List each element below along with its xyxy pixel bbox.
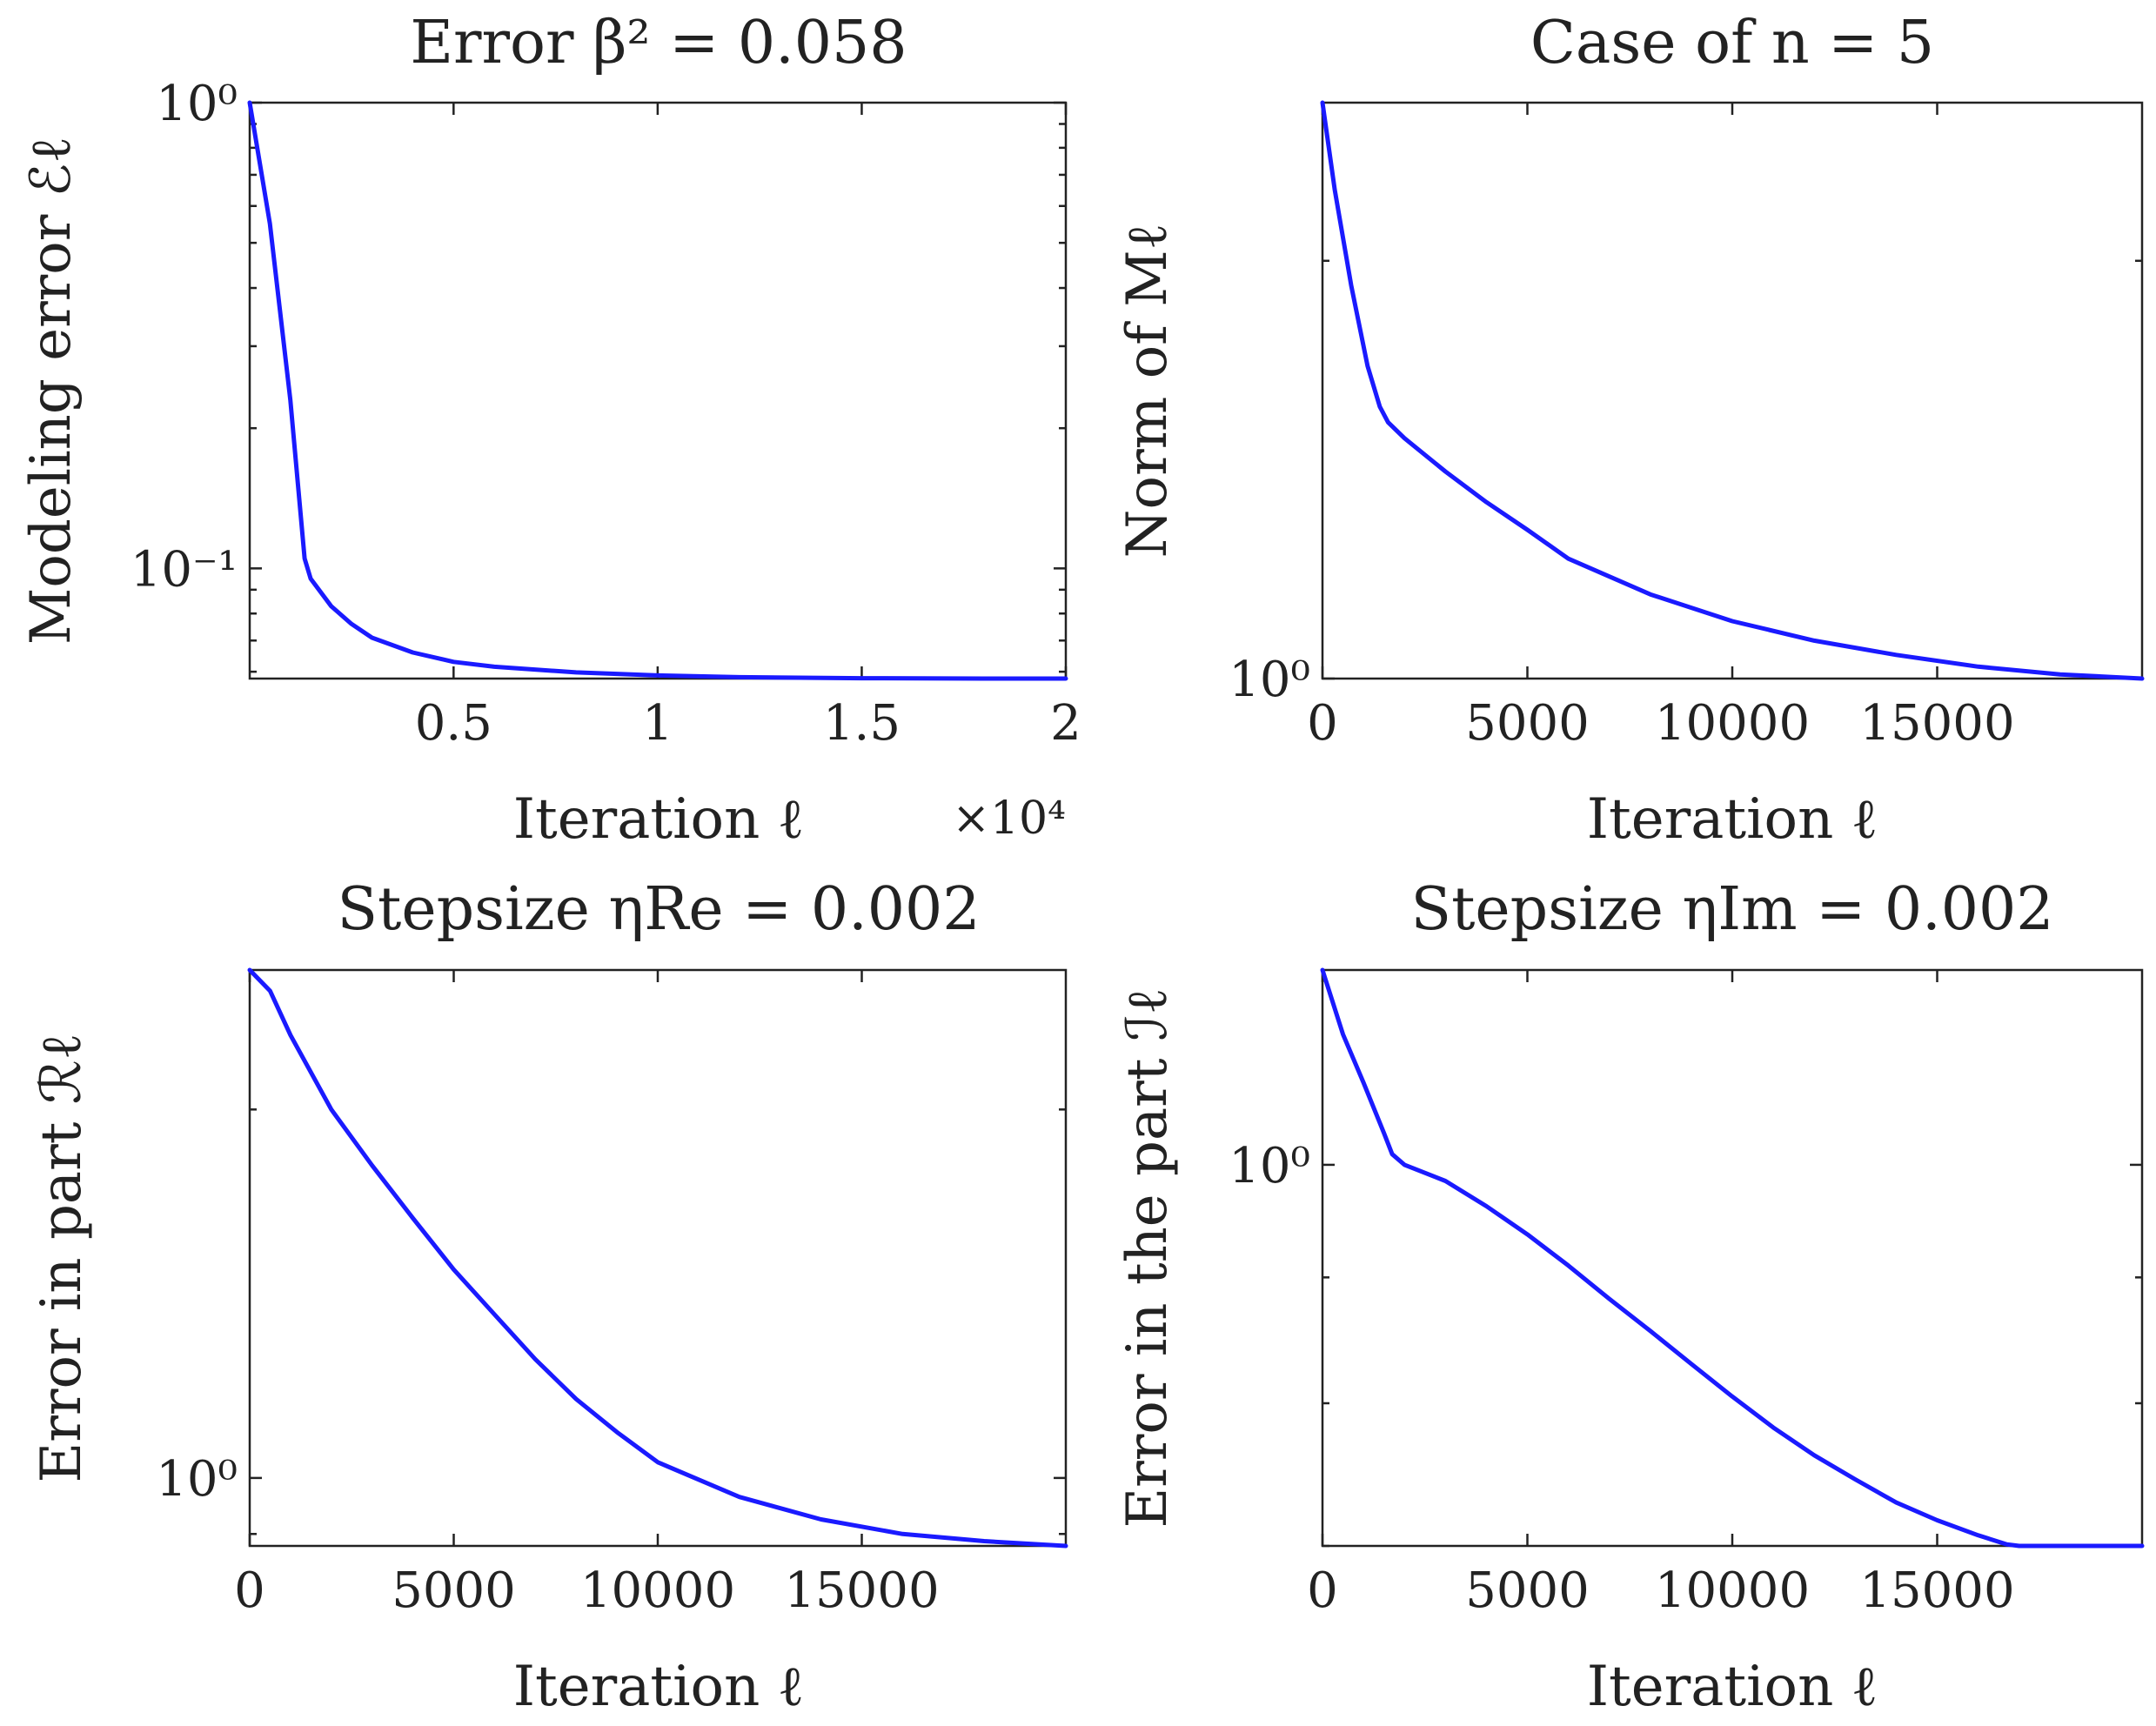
x-tick-label: 15000 bbox=[1859, 1562, 2014, 1619]
y-axis-label: Norm of Mℓ bbox=[1115, 224, 1180, 559]
panel-title: Stepsize ηRe = 0.002 bbox=[337, 875, 980, 944]
x-tick-label: 10000 bbox=[1655, 695, 1810, 752]
x-tick-label: 10000 bbox=[1655, 1562, 1810, 1619]
x-tick-label: 0.5 bbox=[415, 695, 492, 752]
tick-group: 0 5000 10000 15000 10⁰ bbox=[156, 970, 1066, 1619]
panel-title: Case of n = 5 bbox=[1530, 9, 1934, 77]
series-line-modeling-error bbox=[247, 100, 1068, 681]
tick-group: 0 5000 10000 15000 10⁰ bbox=[1229, 970, 2142, 1619]
x-axis-multiplier: ×10⁴ bbox=[952, 793, 1066, 845]
panel-title: Stepsize ηIm = 0.002 bbox=[1411, 875, 2054, 944]
panel-modeling-error: Error β² = 0.058 Modeling error ℰℓ Itera… bbox=[19, 9, 1081, 852]
x-tick-label: 5000 bbox=[1465, 1562, 1590, 1619]
x-tick-label: 5000 bbox=[392, 1562, 516, 1619]
panel-imaginary-part-error: Stepsize ηIm = 0.002 Error in the part ℐ… bbox=[1115, 875, 2145, 1719]
y-tick-label: 10⁰ bbox=[156, 1451, 238, 1508]
x-axis-label: Iteration ℓ bbox=[513, 787, 805, 852]
x-tick-label: 0 bbox=[1307, 695, 1338, 752]
x-tick-label: 1 bbox=[642, 695, 673, 752]
y-axis-label: Error in part ℛℓ bbox=[30, 1034, 94, 1483]
x-tick-label: 10000 bbox=[580, 1562, 735, 1619]
y-axis-label: Error in the part ℐℓ bbox=[1115, 987, 1180, 1528]
series-line-norm-of-m bbox=[1320, 100, 2145, 681]
x-tick-label: 5000 bbox=[1465, 695, 1590, 752]
x-tick-label: 15000 bbox=[1859, 695, 2014, 752]
tick-group: 0.5 1 1.5 2 10⁰ 10⁻¹ bbox=[131, 76, 1081, 752]
x-tick-label: 2 bbox=[1050, 695, 1081, 752]
x-tick-label: 0 bbox=[234, 1562, 265, 1619]
series-line-imaginary-part-error bbox=[1320, 967, 2145, 1549]
x-tick-label: 1.5 bbox=[823, 695, 901, 752]
x-axis-label: Iteration ℓ bbox=[1587, 1655, 1878, 1719]
y-tick-label: 10⁰ bbox=[1229, 652, 1310, 708]
tick-group: 0 5000 10000 15000 10⁰ bbox=[1229, 103, 2142, 752]
series-line-real-part-error bbox=[247, 967, 1068, 1549]
panel-norm-of-m: Case of n = 5 Norm of Mℓ Iteration ℓ 0 50… bbox=[1115, 9, 2145, 852]
y-tick-label: 10⁰ bbox=[1229, 1138, 1310, 1194]
y-tick-label: 10⁻¹ bbox=[131, 541, 238, 598]
panel-title: Error β² = 0.058 bbox=[410, 9, 907, 77]
x-axis-label: Iteration ℓ bbox=[513, 1655, 805, 1719]
y-tick-label: 10⁰ bbox=[156, 76, 238, 132]
x-tick-label: 15000 bbox=[784, 1562, 939, 1619]
y-axis-label: Modeling error ℰℓ bbox=[19, 137, 84, 645]
x-axis-label: Iteration ℓ bbox=[1587, 787, 1878, 852]
x-tick-label: 0 bbox=[1307, 1562, 1338, 1619]
panel-real-part-error: Stepsize ηRe = 0.002 Error in part ℛℓ It… bbox=[30, 875, 1068, 1719]
